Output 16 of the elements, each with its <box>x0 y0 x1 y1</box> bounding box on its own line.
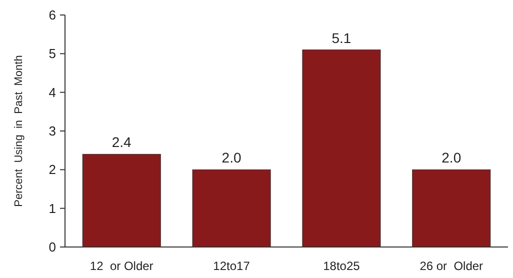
y-tick-label: 3 <box>48 124 56 139</box>
y-tick-label: 6 <box>48 8 56 23</box>
y-tick-label: 1 <box>48 200 56 216</box>
y-tick-label: 4 <box>48 84 56 100</box>
data-label: 2.4 <box>112 134 132 150</box>
y-axis-title: Percent Using in Past Month <box>13 55 25 207</box>
x-tick-label: 12 or Older <box>90 259 154 273</box>
x-tick-label: 12to17 <box>213 259 250 273</box>
data-label: 2.0 <box>442 150 462 166</box>
data-label: 2.0 <box>222 150 242 166</box>
data-label: 5.1 <box>332 30 352 46</box>
x-tick-label: 18to25 <box>323 259 360 273</box>
y-tick-label: 5 <box>48 46 56 62</box>
x-tick-label: 26 or Older <box>420 259 484 273</box>
y-tick-label: 0 <box>48 240 56 255</box>
y-tick-label: 2 <box>48 162 56 178</box>
